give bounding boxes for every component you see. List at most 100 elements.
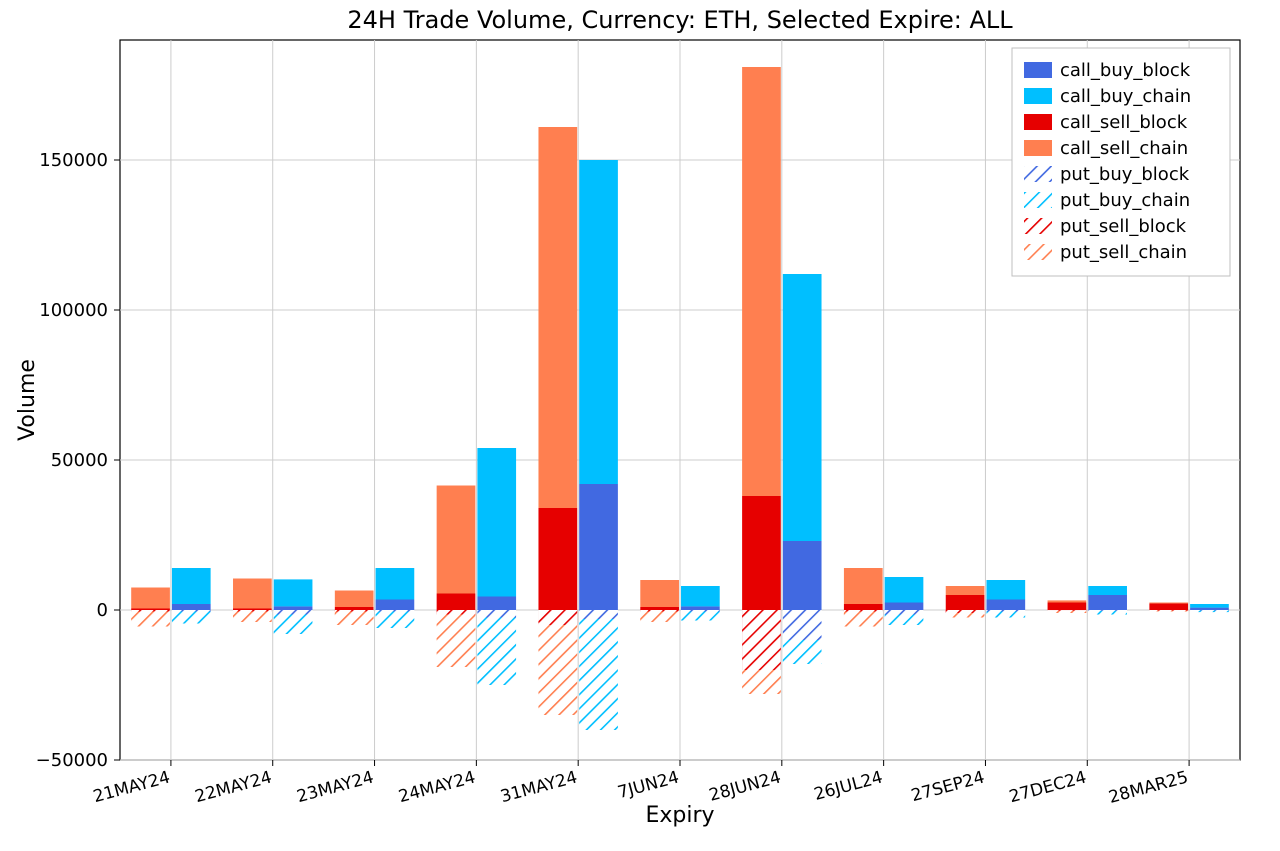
chart-container: −5000005000010000015000021MAY2422MAY2423… (0, 0, 1280, 851)
bar-put-sell-chain2 (1048, 611, 1087, 613)
bar-put-sell-block2 (1048, 610, 1087, 611)
bar-put-buy-chain (681, 612, 720, 621)
bar-call-sell-chain (437, 486, 476, 594)
bar-put-buy-chain (1088, 611, 1127, 615)
bar-call-buy-block (477, 597, 516, 611)
bar-call-buy-block (885, 603, 924, 611)
bar-call-sell-chain (1048, 600, 1087, 602)
bar-put-sell-chain2 (437, 615, 476, 668)
x-tick-label: 22MAY24 (193, 768, 274, 808)
bar-call-buy-chain (681, 586, 720, 606)
bar-put-sell-chain2 (742, 670, 781, 694)
legend-label: call_buy_chain (1060, 86, 1191, 107)
bar-put-sell-block2 (437, 610, 476, 615)
bar-call-sell-block (1048, 603, 1087, 611)
bar-put-sell-block2 (335, 610, 374, 612)
bar-call-sell-block (640, 607, 679, 610)
bar-call-buy-chain (376, 568, 415, 600)
bar-put-sell-block2 (131, 610, 170, 612)
legend-swatch (1024, 140, 1052, 156)
bar-call-buy-chain (274, 579, 313, 606)
bar-call-sell-chain (131, 588, 170, 609)
bar-put-buy-chain (172, 612, 211, 624)
legend-swatch (1024, 166, 1052, 182)
bar-put-buy-chain (783, 640, 822, 664)
x-tick-label: 23MAY24 (295, 768, 376, 808)
bar-put-buy-chain (376, 612, 415, 629)
legend-swatch (1024, 244, 1052, 260)
bar-put-buy-chain (274, 615, 313, 635)
bar-put-sell-block2 (1149, 610, 1188, 611)
legend-swatch (1024, 88, 1052, 104)
bar-call-buy-chain (1088, 586, 1127, 595)
bar-call-buy-chain (579, 160, 618, 484)
bar-put-sell-chain2 (131, 612, 170, 627)
bar-put-buy-chain (1190, 611, 1229, 613)
legend-label: put_sell_chain (1060, 242, 1187, 263)
legend-swatch (1024, 114, 1052, 130)
bar-put-buy-block (274, 610, 313, 615)
y-tick-label: 100000 (39, 300, 108, 321)
x-tick-label: 28MAR25 (1107, 768, 1191, 808)
y-tick-label: 0 (97, 600, 108, 621)
bar-put-sell-block2 (742, 610, 781, 670)
bar-put-buy-block (376, 610, 415, 612)
bar-put-sell-chain2 (946, 613, 985, 618)
x-tick-label: 7JUN24 (616, 768, 682, 804)
bar-put-buy-chain (986, 612, 1025, 618)
bar-call-buy-block (986, 600, 1025, 611)
bar-put-buy-block (986, 610, 1025, 612)
bar-call-sell-chain (335, 591, 374, 608)
bar-call-buy-block (274, 606, 313, 610)
bar-call-buy-block (172, 604, 211, 610)
bar-call-buy-chain (783, 274, 822, 541)
bar-put-sell-chain2 (640, 612, 679, 623)
bar-call-sell-block (437, 594, 476, 611)
x-axis-label: Expiry (645, 803, 714, 828)
bar-call-buy-block (579, 484, 618, 610)
legend-swatch (1024, 218, 1052, 234)
legend-swatch (1024, 62, 1052, 78)
bar-put-sell-block2 (946, 610, 985, 613)
bar-call-buy-chain (1190, 604, 1229, 608)
legend-label: put_sell_block (1060, 216, 1187, 237)
bar-put-buy-chain (477, 618, 516, 686)
x-tick-label: 28JUN24 (707, 768, 783, 806)
bar-put-buy-block (477, 610, 516, 618)
y-tick-label: 50000 (51, 450, 108, 471)
chart-title: 24H Trade Volume, Currency: ETH, Selecte… (347, 6, 1013, 34)
x-tick-label: 26JUL24 (812, 768, 885, 805)
bar-call-sell-block (538, 508, 577, 610)
bar-put-sell-chain2 (233, 612, 272, 623)
legend-label: call_sell_block (1060, 112, 1188, 133)
bar-call-buy-chain (477, 448, 516, 597)
legend-label: put_buy_chain (1060, 190, 1190, 211)
bar-call-sell-chain (844, 568, 883, 604)
x-tick-label: 27SEP24 (909, 768, 987, 807)
bar-call-buy-block (681, 606, 720, 610)
bar-call-sell-block (844, 604, 883, 610)
legend-swatch (1024, 192, 1052, 208)
bar-call-sell-block (335, 607, 374, 610)
legend-label: call_buy_block (1060, 60, 1191, 81)
bar-call-sell-chain (946, 586, 985, 595)
bar-put-sell-chain2 (335, 612, 374, 626)
bar-put-sell-block2 (538, 610, 577, 625)
legend-label: put_buy_block (1060, 164, 1190, 185)
legend: call_buy_block call_buy_chain call_sell_bl… (1012, 48, 1230, 276)
bar-call-sell-chain (742, 67, 781, 496)
bar-call-sell-block (1149, 603, 1188, 610)
bar-call-sell-block (742, 496, 781, 610)
bar-put-sell-chain2 (1149, 611, 1188, 612)
bar-put-buy-block (172, 610, 211, 612)
bar-call-sell-block (131, 609, 170, 611)
bar-call-sell-block (233, 609, 272, 611)
y-tick-label: −50000 (36, 750, 108, 771)
bar-put-sell-block2 (844, 610, 883, 612)
bar-put-buy-block (783, 610, 822, 640)
bar-call-buy-block (783, 541, 822, 610)
bar-call-sell-block (946, 595, 985, 610)
bar-put-sell-block2 (233, 610, 272, 612)
bar-call-sell-chain (640, 580, 679, 607)
bar-put-buy-block (681, 610, 720, 612)
